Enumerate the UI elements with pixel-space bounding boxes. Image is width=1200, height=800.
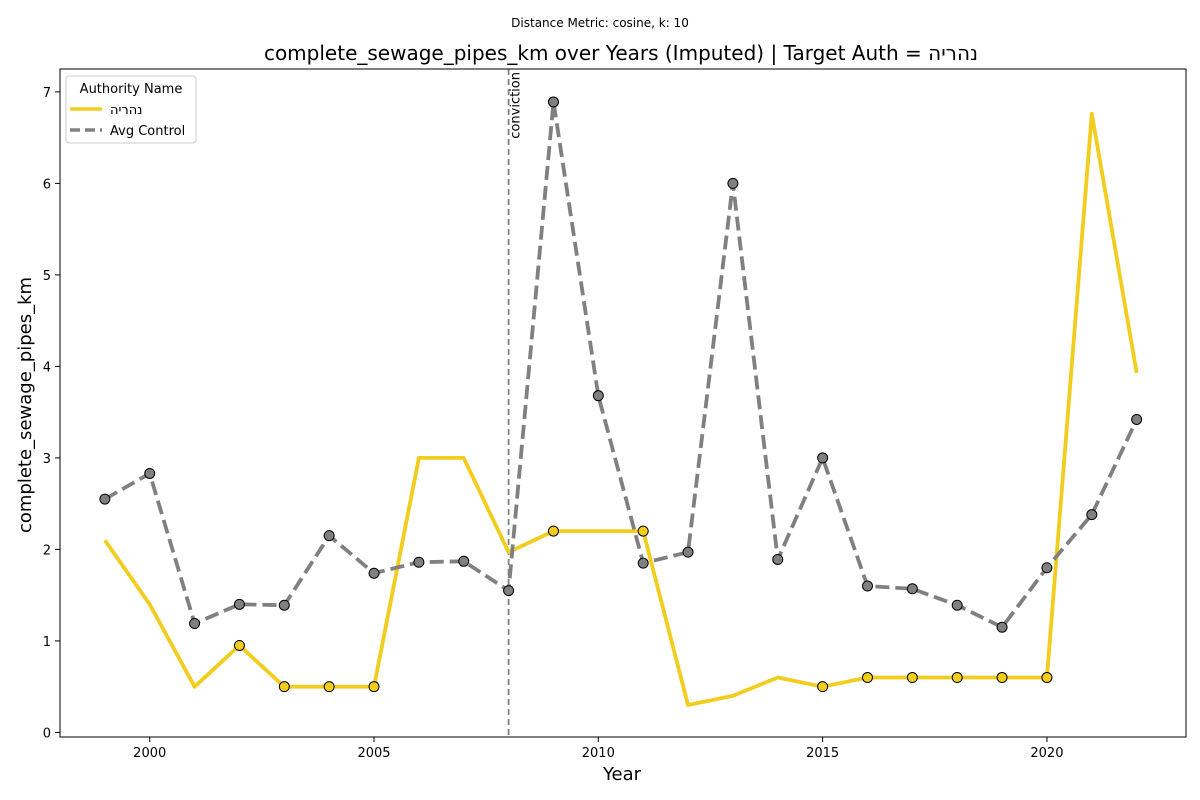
series-line-1 [103, 100, 1139, 630]
data-point-1 [727, 177, 739, 189]
data-point-1 [1041, 562, 1053, 574]
data-point-1 [547, 96, 559, 108]
data-point-0 [906, 672, 918, 684]
data-point-0 [233, 639, 245, 651]
data-point-1 [368, 567, 380, 579]
data-point-0 [861, 672, 873, 684]
data-point-0 [368, 681, 380, 693]
data-point-1 [772, 553, 784, 565]
data-point-0 [817, 681, 829, 693]
x-axis-label: Year [602, 764, 642, 785]
data-point-1 [906, 583, 918, 595]
legend-title: Authority Name [80, 82, 183, 97]
data-point-1 [458, 555, 470, 567]
y-tick-label: 1 [43, 635, 51, 650]
data-point-1 [592, 390, 604, 402]
data-point-1 [189, 618, 201, 630]
x-tick-label: 2005 [357, 746, 390, 761]
data-point-0 [547, 525, 559, 537]
y-tick-label: 3 [43, 452, 51, 467]
y-tick-label: 6 [43, 177, 51, 192]
data-point-1 [413, 556, 425, 568]
x-tick-label: 2020 [1030, 746, 1063, 761]
data-point-1 [323, 530, 335, 542]
data-point-0 [637, 525, 649, 537]
data-point-0 [1041, 672, 1053, 684]
y-axis-label: complete_sewage_pipes_km [15, 277, 36, 533]
x-tick-label: 2000 [133, 746, 166, 761]
x-tick-label: 2010 [582, 746, 615, 761]
data-point-0 [951, 672, 963, 684]
plot-area: 2000 2005 2010 2015 2020 0 1 2 3 4 5 6 7 conviction [43, 69, 1143, 761]
legend-label-target: נהריה [110, 103, 142, 118]
plot-frame [59, 68, 1187, 738]
data-point-1 [861, 580, 873, 592]
data-point-1 [637, 557, 649, 569]
series-line-0 [103, 111, 1139, 707]
data-point-1 [278, 599, 290, 611]
y-tick-label: 0 [43, 726, 51, 741]
legend-label-control: Avg Control [110, 124, 185, 139]
data-point-1 [503, 585, 515, 597]
data-point-0 [278, 681, 290, 693]
conviction-label: conviction [509, 72, 524, 139]
data-point-1 [99, 493, 111, 505]
data-point-1 [996, 621, 1008, 633]
legend: Authority Name נהריה Avg Control [65, 75, 197, 144]
data-point-1 [233, 598, 245, 610]
data-point-1 [1131, 413, 1143, 425]
data-point-0 [323, 681, 335, 693]
data-point-1 [144, 467, 156, 479]
data-point-1 [682, 546, 694, 558]
data-point-1 [817, 452, 829, 464]
data-point-1 [951, 599, 963, 611]
y-tick-label: 7 [43, 86, 51, 101]
y-tick-label: 5 [43, 269, 51, 284]
data-point-0 [996, 672, 1008, 684]
y-tick-label: 4 [43, 360, 51, 375]
legend-box [65, 75, 197, 144]
chart-title: complete_sewage_pipes_km over Years (Imp… [264, 41, 978, 65]
x-tick-label: 2015 [806, 746, 839, 761]
data-point-1 [1086, 509, 1098, 521]
chart-suptitle: Distance Metric: cosine, k: 10 [511, 16, 689, 30]
y-tick-label: 2 [43, 543, 51, 558]
